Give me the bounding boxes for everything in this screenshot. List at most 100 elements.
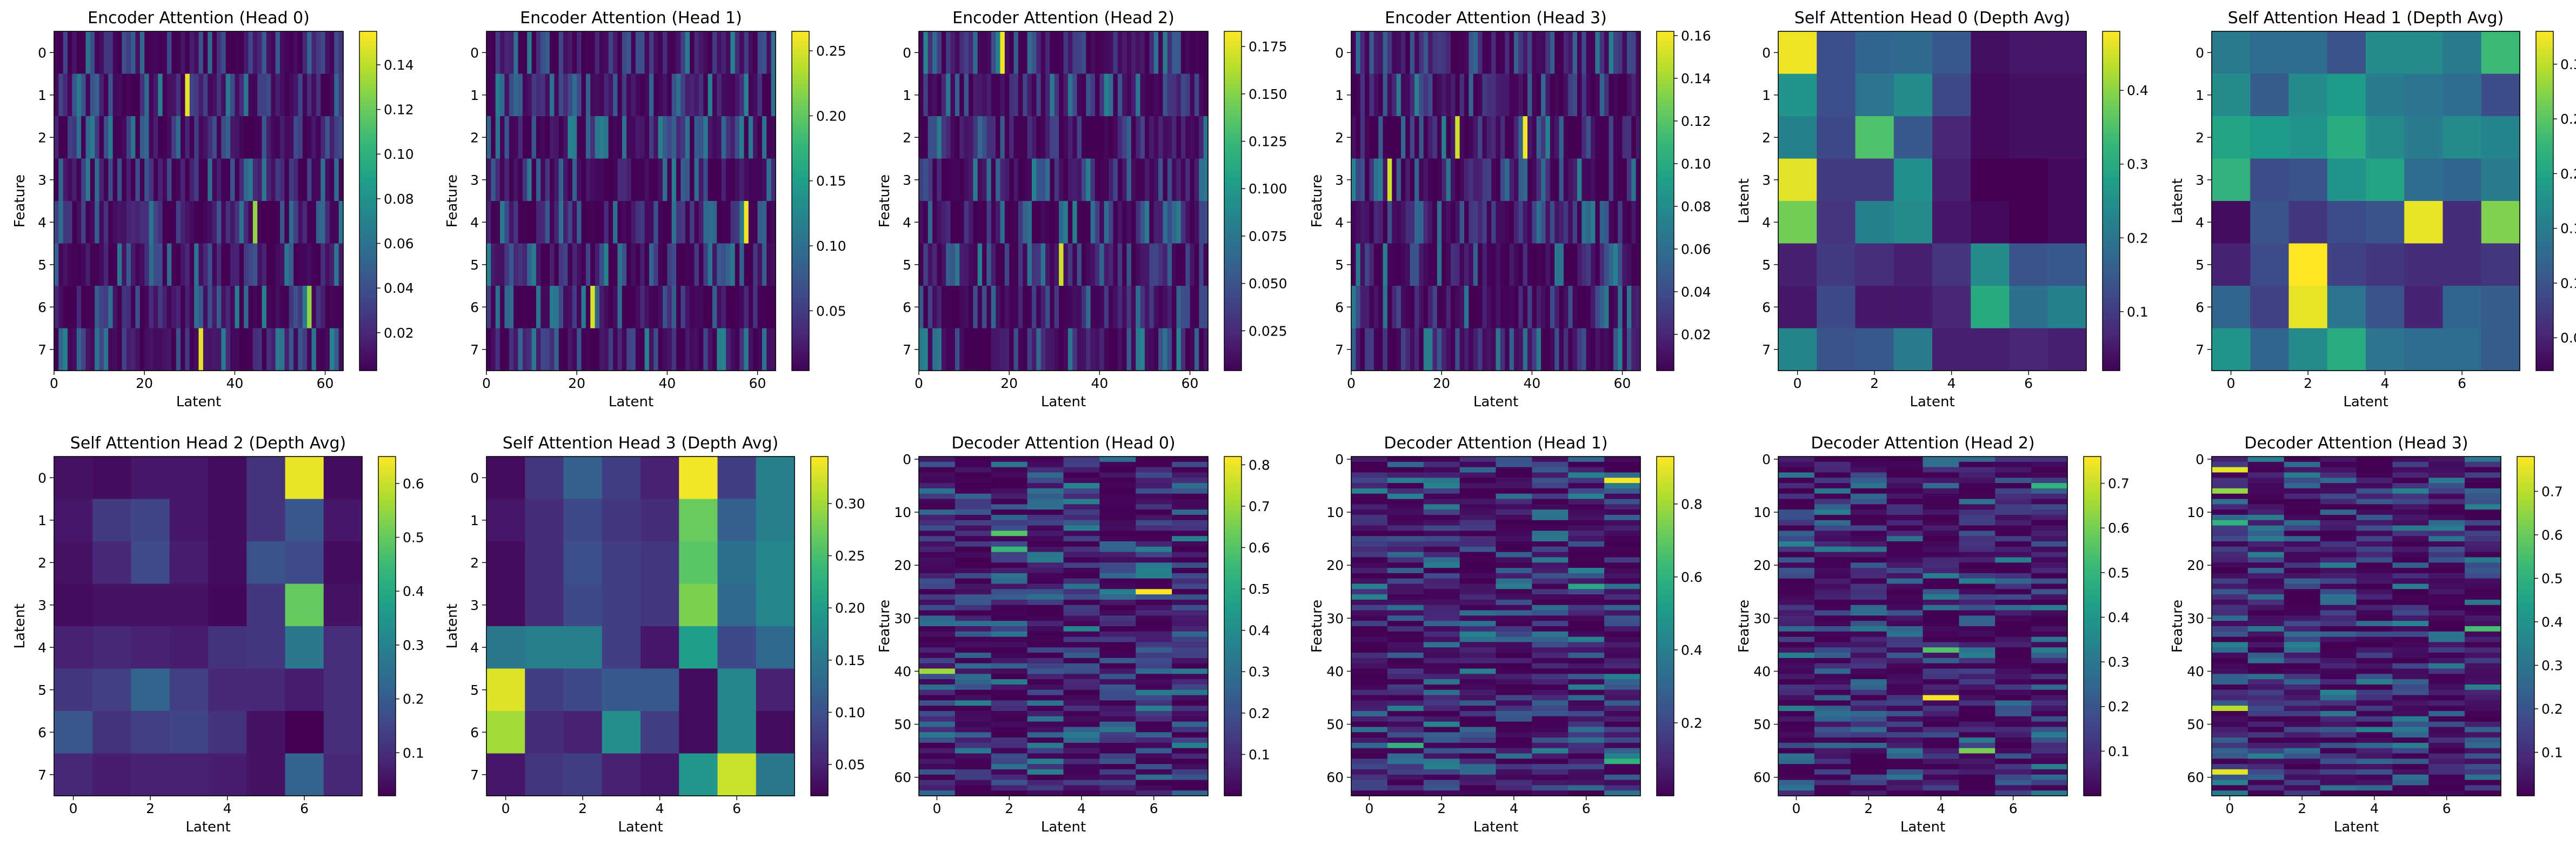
heatmap-cell xyxy=(653,73,659,117)
heatmap-cell xyxy=(1959,599,1996,606)
heatmap-cell xyxy=(1778,243,1817,286)
heatmap-cell xyxy=(285,668,324,712)
heatmap-cell xyxy=(1351,73,1356,117)
heatmap-cell xyxy=(2392,499,2429,505)
heatmap-cell xyxy=(1099,504,1136,510)
heatmap-cell xyxy=(1410,328,1415,371)
heatmap-cell xyxy=(708,158,713,202)
heatmap-cell xyxy=(495,116,500,159)
heatmap-cell xyxy=(1172,615,1209,621)
heatmap-cell xyxy=(1063,472,1100,478)
heatmap-cell xyxy=(631,328,636,371)
heatmap-cell xyxy=(757,73,763,117)
heatmap-cell xyxy=(491,158,496,202)
heatmap-cell xyxy=(2212,478,2248,484)
heatmap-cell xyxy=(334,158,339,202)
heatmap-cell xyxy=(1373,158,1379,202)
heatmap-cell xyxy=(1446,116,1451,159)
heatmap-cell xyxy=(54,116,59,159)
heatmap-cell xyxy=(2320,472,2357,478)
heatmap-cell xyxy=(1063,201,1069,244)
heatmap-cell xyxy=(1067,158,1073,202)
heatmap-cell xyxy=(1063,636,1100,643)
heatmap-cell xyxy=(563,73,569,117)
heatmap-cell xyxy=(1850,457,1887,462)
heatmap-cell xyxy=(1496,504,1532,510)
x-tick-label: 2 xyxy=(1437,801,1446,816)
heatmap-cell xyxy=(122,328,127,371)
heatmap-cell xyxy=(1045,158,1051,202)
heatmap-cell xyxy=(166,116,172,159)
heatmap-cell xyxy=(955,663,992,669)
heatmap-cell xyxy=(640,73,645,117)
heatmap-cell xyxy=(622,73,627,117)
heatmap-cell xyxy=(1387,679,1424,685)
heatmap-cell xyxy=(1513,201,1519,244)
heatmap-cell xyxy=(225,73,231,117)
heatmap-cell xyxy=(2031,525,2068,531)
heatmap-cell xyxy=(1018,31,1023,75)
axes-frame xyxy=(2211,456,2501,796)
heatmap-cell xyxy=(1995,711,2032,717)
heatmap-cell xyxy=(169,668,209,712)
heatmap-cell xyxy=(171,243,177,286)
heatmap-cell xyxy=(1523,328,1528,371)
heatmap-cell xyxy=(1027,636,1064,643)
heatmap-cell xyxy=(1886,626,1924,632)
heatmap-cell xyxy=(1959,780,1996,786)
heatmap-cell xyxy=(1814,509,1851,515)
heatmap-cell xyxy=(2465,748,2501,754)
heatmap-cell xyxy=(1595,158,1600,202)
heatmap-cell xyxy=(1568,626,1605,632)
y-tick-label: 60 xyxy=(1753,770,1771,786)
heatmap-cell xyxy=(1459,748,1497,754)
heatmap-cell xyxy=(1167,73,1172,117)
heatmap-cell xyxy=(1027,721,1064,728)
heatmap-cell xyxy=(68,243,73,286)
heatmap-cell xyxy=(2212,764,2248,770)
heatmap-cell xyxy=(279,158,285,202)
heatmap-cell xyxy=(991,467,1028,473)
heatmap-cell xyxy=(1778,541,1815,547)
heatmap-cell xyxy=(604,31,609,75)
colorbar-tick-label: 0.10 xyxy=(835,705,865,720)
heatmap-cell xyxy=(212,286,217,329)
heatmap-cell xyxy=(1351,488,1388,494)
heatmap-cell xyxy=(2327,158,2366,202)
heatmap-cell xyxy=(585,243,591,286)
heatmap-cell xyxy=(1414,243,1419,286)
heatmap-cell xyxy=(1604,488,1641,494)
heatmap-cell xyxy=(1063,573,1100,579)
heatmap-cell xyxy=(252,73,258,117)
heatmap-cell xyxy=(919,525,956,531)
heatmap-cell xyxy=(2212,615,2248,621)
heatmap-cell xyxy=(1473,73,1478,117)
heatmap-cell xyxy=(103,116,109,159)
heatmap-cell xyxy=(708,201,713,244)
heatmap-cell xyxy=(1423,759,1460,764)
heatmap-cell xyxy=(1140,31,1145,75)
heatmap-cell xyxy=(2320,706,2357,712)
heatmap-cell xyxy=(2284,626,2321,632)
heatmap-cell xyxy=(257,73,263,117)
heatmap-cell xyxy=(1959,525,1996,531)
heatmap-cell xyxy=(1144,73,1150,117)
heatmap-cell xyxy=(1778,116,1817,159)
heatmap-cell xyxy=(149,31,154,75)
heatmap-cell xyxy=(2320,764,2357,770)
heatmap-cell xyxy=(2047,73,2087,117)
heatmap-cell xyxy=(1995,647,2032,653)
heatmap-cell xyxy=(2031,541,2068,547)
y-tick-label: 60 xyxy=(2187,770,2204,786)
heatmap-cell xyxy=(92,499,132,542)
heatmap-cell xyxy=(1509,158,1514,202)
heatmap-cell xyxy=(323,711,363,754)
heatmap-cell xyxy=(968,328,973,371)
heatmap-cell xyxy=(604,116,609,159)
heatmap-cell xyxy=(1959,594,1996,600)
heatmap-cell xyxy=(1886,689,1924,696)
heatmap-cell xyxy=(1396,116,1402,159)
heatmap-cell xyxy=(2392,478,2429,484)
heatmap-cell xyxy=(491,201,496,244)
heatmap-cell xyxy=(1023,31,1028,75)
